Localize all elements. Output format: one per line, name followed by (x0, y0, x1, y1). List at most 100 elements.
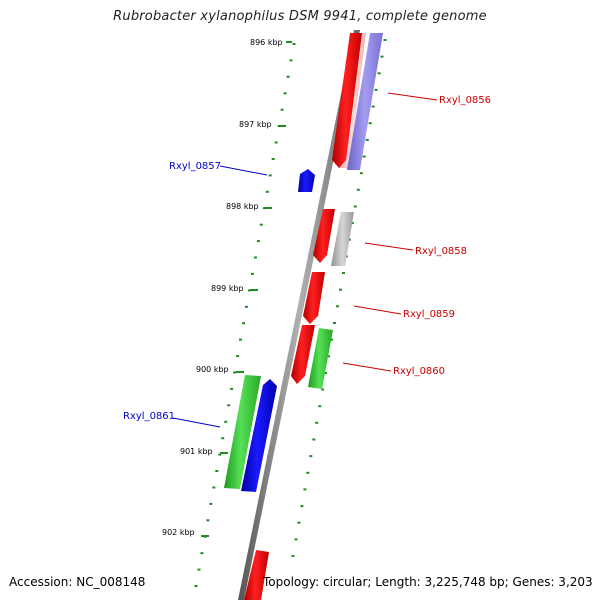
ruler-dot-right (318, 405, 322, 408)
ruler-dot-right (356, 188, 360, 191)
ruler-dot-left (253, 256, 257, 259)
leader-line-0861 (172, 417, 221, 428)
ruler-dot-right (300, 505, 304, 508)
ruler-dot-right (353, 205, 357, 208)
ruler-dot-left (280, 108, 284, 111)
ruler-dot-left (227, 404, 231, 407)
feature-pale-blue[interactable] (347, 33, 383, 170)
ruler-dot-right (339, 288, 342, 291)
ruler-label-898: 898 kbp (226, 202, 259, 211)
gene-bottom-partial[interactable] (244, 550, 269, 600)
ruler-dot-right (377, 72, 381, 75)
ruler-dot-left (274, 141, 278, 144)
accession-text: Accession: NC_008148 (9, 575, 146, 589)
ruler-dot-right (374, 88, 378, 91)
gene-rxyl-0859[interactable] (303, 272, 325, 324)
gene-label-rxyl-0859[interactable]: Rxyl_0859 (403, 309, 455, 320)
ruler-dot-right (330, 338, 334, 341)
feature-gray[interactable] (331, 212, 354, 266)
ruler-dot-left (212, 486, 216, 489)
ruler-dot-left (268, 174, 272, 177)
ruler-dot-right (309, 455, 313, 458)
leader-line-0859 (353, 305, 402, 315)
ruler-dot-right (324, 371, 328, 374)
gene-label-rxyl-0858[interactable]: Rxyl_0858 (415, 246, 467, 257)
ruler-dot-left (271, 158, 275, 160)
ruler-dot-right (383, 39, 387, 41)
gene-rxyl-0858[interactable] (313, 209, 335, 263)
ruler-dot-right (306, 471, 310, 474)
gene-rxyl-0861[interactable] (241, 379, 277, 492)
ruler: 896 kbp 897 kbp 898 kbp 899 kbp 900 kbp … (162, 38, 292, 537)
ruler-label-897: 897 kbp (239, 120, 272, 129)
gene-rxyl-0856[interactable] (332, 33, 362, 168)
gene-label-rxyl-0856[interactable]: Rxyl_0856 (439, 95, 491, 106)
ruler-dot-left (286, 75, 290, 78)
ruler-dot-right (321, 388, 325, 391)
ruler-dot-left (265, 190, 269, 193)
ruler-dot-right (380, 55, 384, 58)
genes-count-text: Genes: 3,203 (512, 575, 593, 589)
ruler-dot-left (283, 92, 287, 95)
ruler-dot-right (291, 555, 295, 557)
genome-summary: Topology: circular; Length: 3,225,748 bp… (263, 575, 593, 589)
ruler-dot-left (289, 59, 293, 62)
ruler-dot-right (327, 355, 331, 358)
ruler-dot-left (239, 338, 242, 341)
ruler-dot-right (312, 438, 316, 441)
ruler-label-896: 896 kbp (250, 38, 283, 47)
ruler-dot-right (342, 272, 345, 274)
gene-label-rxyl-0860[interactable]: Rxyl_0860 (393, 366, 445, 377)
ruler-dot-left (242, 322, 245, 325)
ruler-dot-right (368, 122, 372, 125)
ruler-dot-left (256, 240, 260, 243)
ruler-dots-right (291, 39, 387, 557)
gene-label-rxyl-0861[interactable]: Rxyl_0861 (123, 411, 175, 422)
ruler-dot-right (297, 521, 301, 524)
ruler-dot-left (197, 568, 201, 571)
ruler-label-901: 901 kbp (180, 447, 213, 456)
gene-label-rxyl-0857[interactable]: Rxyl_0857 (169, 161, 221, 172)
ruler-dot-right (359, 172, 363, 175)
ruler-label-902: 902 kbp (162, 528, 195, 537)
ruler-dot-left (250, 272, 254, 275)
ruler-dot-left (209, 502, 213, 505)
ruler-dot-left (233, 371, 237, 374)
ruler-dot-left (215, 470, 219, 472)
gene-rxyl-0860[interactable] (291, 325, 315, 384)
topology-text: Topology: circular; (263, 575, 372, 589)
ruler-dot-right (333, 322, 336, 324)
ruler-dot-left (200, 552, 204, 555)
ruler-dot-right (294, 538, 298, 541)
gene-labels: Rxyl_0856 Rxyl_0857 Rxyl_0858 Rxyl_0859 … (123, 92, 491, 428)
ruler-dot-left (245, 305, 248, 308)
length-text: Length: 3,225,748 bp; (375, 575, 509, 589)
ruler-dot-left (224, 420, 228, 423)
ruler-label-900: 900 kbp (196, 365, 229, 374)
leader-line-0856 (387, 92, 438, 101)
ruler-dot-right (347, 238, 351, 241)
ruler-dot-left (292, 43, 296, 45)
feature-green-0860[interactable] (308, 328, 333, 389)
ruler-dot-left (194, 585, 198, 587)
ruler-dot-left (259, 223, 263, 226)
map-title: Rubrobacter xylanophilus DSM 9941, compl… (113, 9, 487, 24)
features (224, 33, 383, 600)
ruler-dot-left (218, 453, 222, 456)
ruler-dot-right (365, 138, 369, 141)
ruler-label-899: 899 kbp (211, 284, 244, 293)
feature-green-0861[interactable] (224, 375, 261, 489)
ruler-dot-right (371, 105, 375, 108)
ruler-dot-right (362, 155, 366, 158)
leader-line-0857 (219, 165, 268, 176)
ruler-dot-left (248, 289, 251, 292)
ruler-dot-left (236, 355, 240, 358)
gene-rxyl-0857[interactable] (298, 169, 315, 192)
ruler-dot-right (303, 488, 307, 491)
ruler-dot-right (336, 305, 339, 308)
ruler-dot-left (221, 437, 225, 440)
ruler-dot-right (315, 421, 319, 424)
ruler-dot-left (206, 519, 210, 522)
ruler-dot-right (350, 222, 354, 225)
